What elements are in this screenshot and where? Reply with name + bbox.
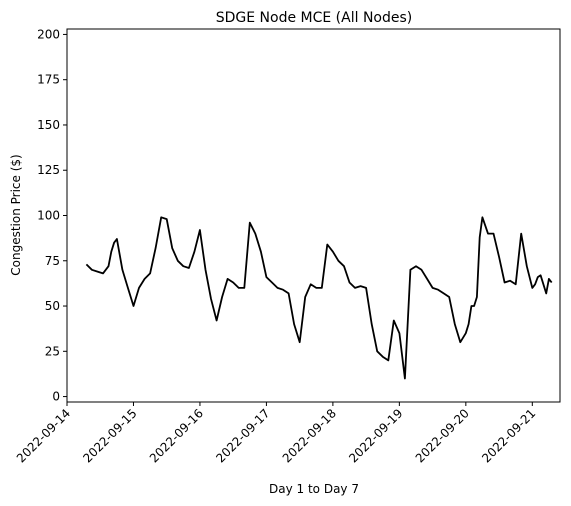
x-axis-title: Day 1 to Day 7 [269, 482, 359, 496]
plot-line [85, 216, 553, 380]
y-tick-label: 175 [37, 73, 60, 87]
y-tick-label: 75 [45, 254, 60, 268]
y-tick-label: 0 [52, 390, 60, 404]
y-tick-label: 150 [37, 118, 60, 132]
y-tick-label: 125 [37, 163, 60, 177]
series-line [85, 216, 553, 380]
y-tick-label: 200 [37, 27, 60, 41]
y-axis-title: Congestion Price ($) [9, 154, 23, 275]
y-tick-label: 25 [45, 344, 60, 358]
y-tick-label: 100 [37, 209, 60, 223]
y-tick-label: 50 [45, 299, 60, 313]
y-axis: 0 25 50 75 100 125 150 175 200 [37, 27, 67, 404]
chart-title: SDGE Node MCE (All Nodes) [216, 10, 413, 26]
